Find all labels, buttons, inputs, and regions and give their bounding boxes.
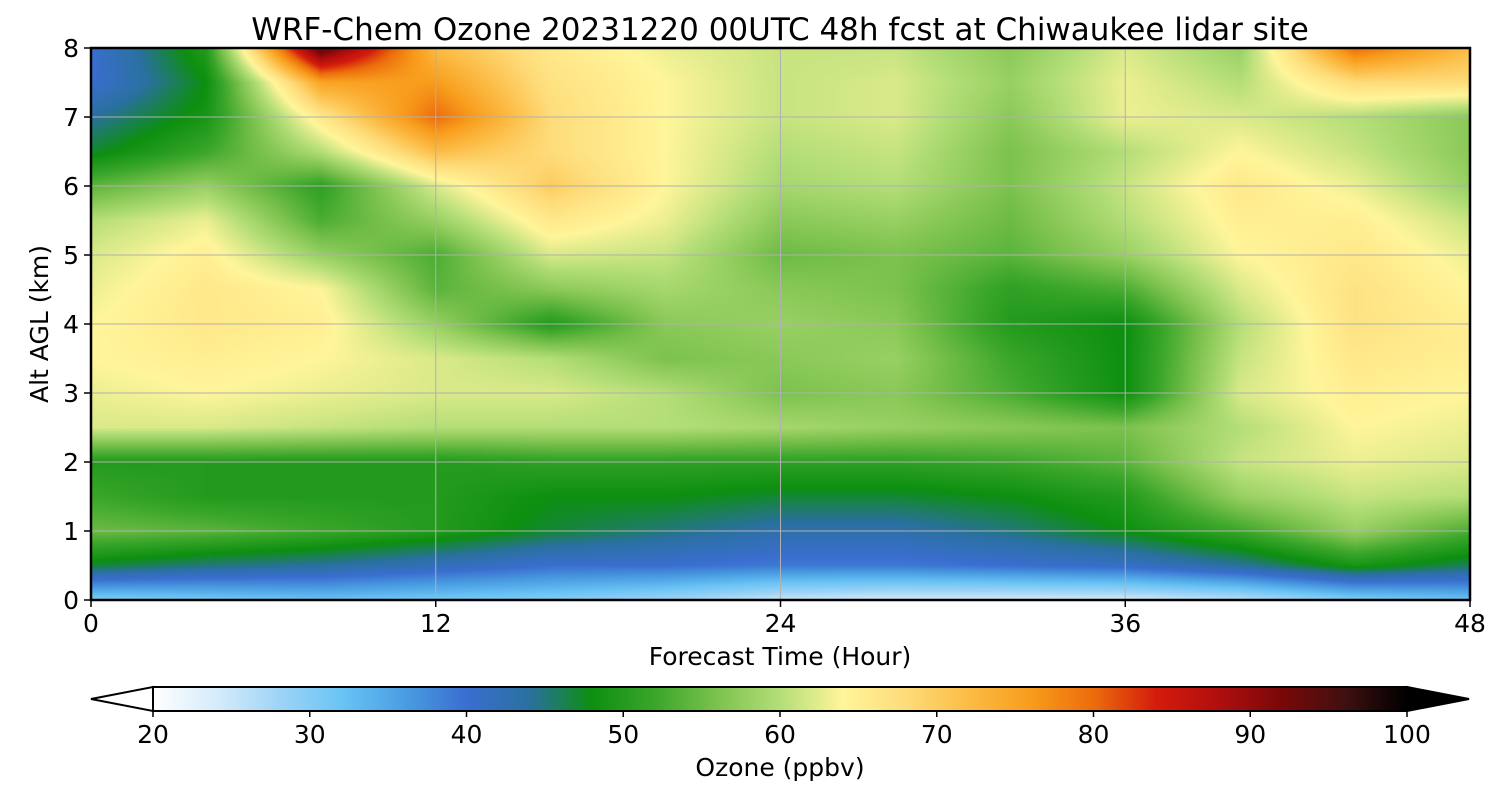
colorbar-tick-label: 60 bbox=[764, 720, 796, 749]
colorbar-tick-label: 90 bbox=[1234, 720, 1266, 749]
grid-lines bbox=[91, 48, 1470, 600]
colorbar-tick-label: 40 bbox=[451, 720, 483, 749]
colorbar-strip bbox=[152, 686, 1408, 712]
colorbar-ticks: 20 30 40 50 60 70 80 90 100 bbox=[137, 711, 1431, 749]
y-axis-label: Alt AGL (km) bbox=[25, 245, 54, 403]
colorbar-tick-label: 20 bbox=[137, 720, 169, 749]
y-axis: 0 1 2 3 4 5 6 7 8 bbox=[63, 34, 91, 615]
y-tick-label: 7 bbox=[63, 103, 79, 132]
x-tick-label: 24 bbox=[765, 609, 797, 638]
colorbar-tick-label: 50 bbox=[607, 720, 639, 749]
y-tick-label: 6 bbox=[63, 172, 79, 201]
x-axis-label: Forecast Time (Hour) bbox=[649, 642, 912, 671]
y-tick-label: 0 bbox=[63, 586, 79, 615]
y-tick-label: 5 bbox=[63, 241, 79, 270]
chart-title: WRF-Chem Ozone 20231220 00UTC 48h fcst a… bbox=[251, 12, 1309, 48]
y-tick-label: 1 bbox=[63, 517, 79, 546]
x-tick-label: 36 bbox=[1109, 609, 1141, 638]
colorbar-under-extension bbox=[90, 685, 154, 713]
colorbar: 20 30 40 50 60 70 80 90 100 Ozone (ppbv) bbox=[90, 685, 1470, 782]
colorbar-over-extension bbox=[1406, 685, 1470, 713]
y-tick-label: 8 bbox=[63, 34, 79, 63]
y-tick-label: 2 bbox=[63, 448, 79, 477]
plot-area bbox=[89, 46, 1472, 602]
colorbar-tick-label: 100 bbox=[1383, 720, 1431, 749]
y-tick-label: 3 bbox=[63, 379, 79, 408]
x-tick-label: 48 bbox=[1454, 609, 1486, 638]
x-axis: 0 12 24 36 48 bbox=[83, 600, 1486, 638]
x-tick-label: 0 bbox=[83, 609, 99, 638]
x-tick-label: 12 bbox=[420, 609, 452, 638]
colorbar-tick-label: 70 bbox=[921, 720, 953, 749]
y-tick-label: 4 bbox=[63, 310, 79, 339]
colorbar-tick-label: 30 bbox=[294, 720, 326, 749]
colorbar-label: Ozone (ppbv) bbox=[695, 753, 864, 782]
colorbar-tick-label: 80 bbox=[1078, 720, 1110, 749]
